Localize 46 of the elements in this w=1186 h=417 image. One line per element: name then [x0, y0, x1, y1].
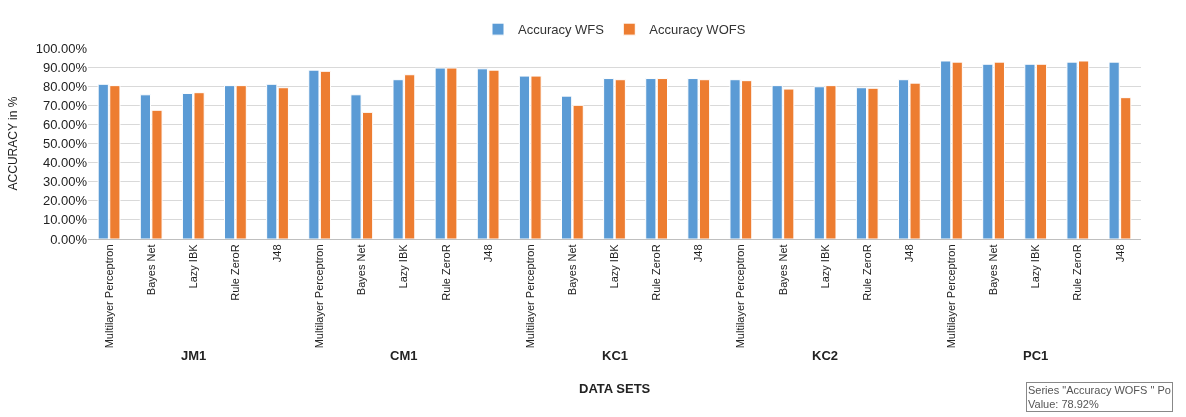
- y-tick-label: 0.00%: [50, 231, 88, 247]
- y-axis-title: ACCURACY in %: [5, 96, 20, 191]
- text: JM1: [181, 348, 207, 363]
- y-tick-label: 100.00%: [35, 40, 88, 56]
- x-tick-label: J48: [902, 244, 915, 263]
- y-tick-label: 20.00%: [42, 193, 88, 209]
- y-tick-label: 50.00%: [42, 136, 88, 152]
- text: KC1: [602, 348, 629, 363]
- x-tick-label: Lazy IBK: [397, 243, 410, 289]
- x-tick-label: Rule ZeroR: [439, 244, 452, 301]
- x-tick-label: Lazy IBK: [1029, 243, 1042, 289]
- text: Series "Accuracy WOFS " Po Value: 78.92%: [1028, 384, 1171, 411]
- x-tick-label: Rule ZeroR: [860, 244, 873, 301]
- x-tick-label: Multilayer Perceptron: [734, 244, 747, 349]
- x-tick-label: Bayes Net: [987, 244, 1000, 296]
- x-tick-label: Lazy IBK: [608, 243, 621, 289]
- y-tick-label: 40.00%: [42, 155, 88, 171]
- y-tick-label: 90.00%: [42, 59, 88, 75]
- x-tick-label: Rule ZeroR: [228, 244, 241, 301]
- x-tick-label: J48: [271, 244, 284, 263]
- y-tick-label: 30.00%: [42, 174, 88, 190]
- x-tick-label: Bayes Net: [144, 244, 157, 296]
- x-axis-title: DATA SETS: [579, 381, 651, 396]
- legend-label: Accuracy WOFS: [649, 22, 746, 38]
- x-tick-label: J48: [481, 244, 494, 263]
- x-tick-label: Multilayer Perceptron: [313, 244, 326, 349]
- x-tick-label: Multilayer Perceptron: [945, 244, 958, 349]
- x-tick-label: J48: [692, 244, 705, 263]
- x-tick-label: Bayes Net: [776, 244, 789, 296]
- x-tick-label: Rule ZeroR: [1071, 244, 1084, 301]
- y-tick-label: 70.00%: [42, 97, 88, 113]
- x-tick-label: Lazy IBK: [186, 243, 199, 289]
- text: KC2: [812, 348, 839, 363]
- x-tick-label: Lazy IBK: [818, 243, 831, 289]
- x-tick-label: J48: [1113, 244, 1126, 263]
- x-tick-label: Bayes Net: [355, 244, 368, 296]
- x-tick-label: Multilayer Perceptron: [523, 244, 536, 349]
- y-tick-label: 80.00%: [42, 78, 88, 94]
- y-tick-label: 60.00%: [42, 116, 88, 132]
- legend-label: Accuracy WFS: [518, 22, 605, 38]
- x-tick-label: Multilayer Perceptron: [102, 244, 115, 349]
- text: CM1: [390, 348, 418, 363]
- x-tick-label: Bayes Net: [565, 244, 578, 296]
- x-tick-label: Rule ZeroR: [650, 244, 663, 301]
- y-tick-label: 10.00%: [42, 212, 88, 228]
- text: PC1: [1023, 348, 1049, 363]
